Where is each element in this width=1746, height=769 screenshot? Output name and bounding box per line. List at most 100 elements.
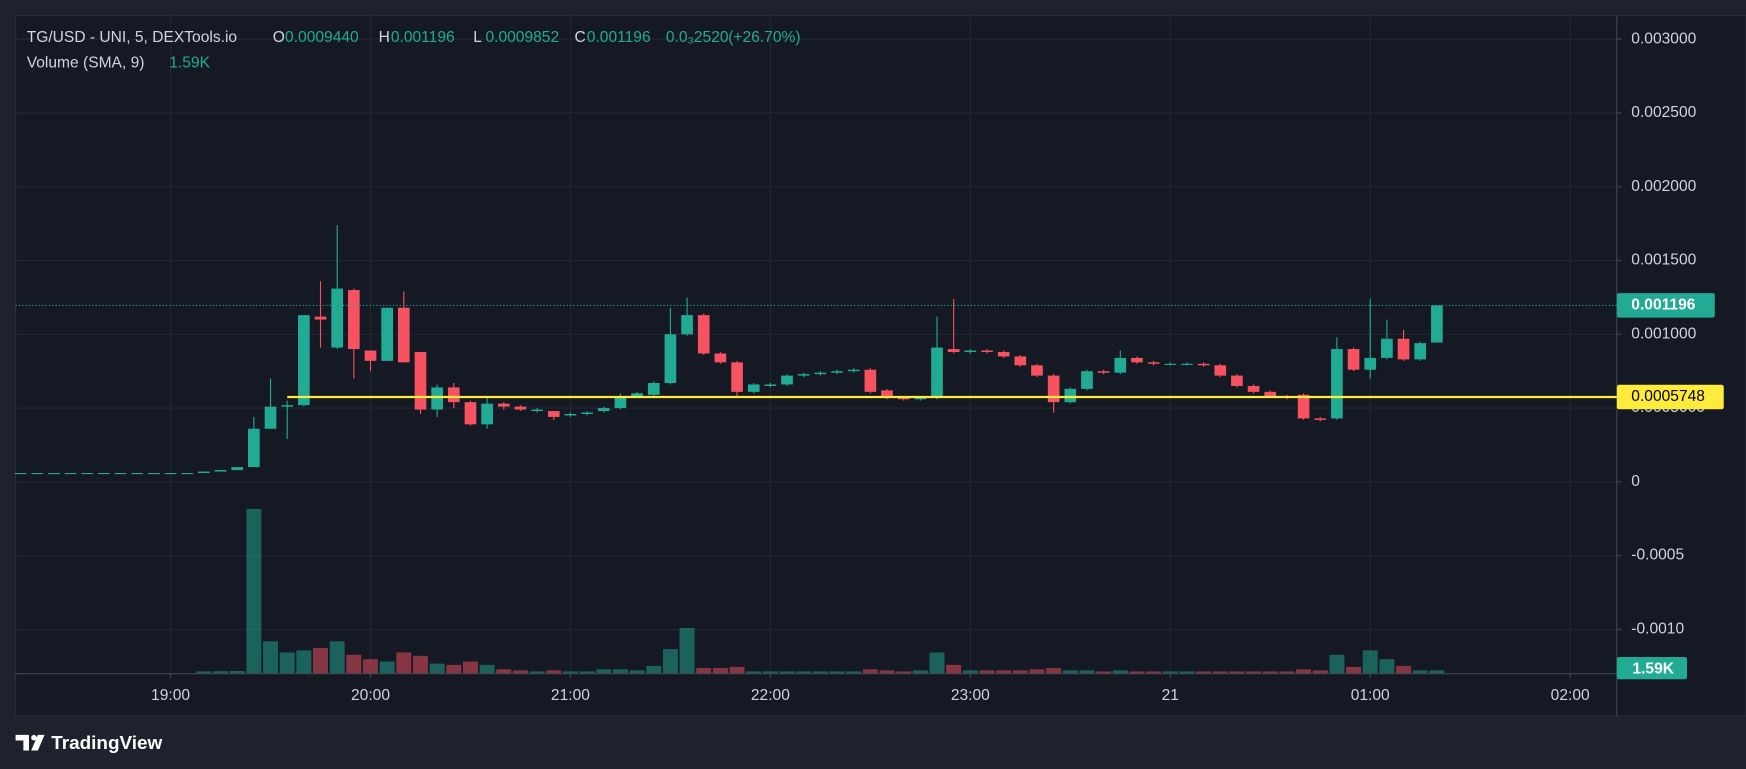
- volume-bar: [946, 664, 962, 674]
- y-tick-label: 0: [1631, 473, 1640, 490]
- candle-body: [231, 467, 244, 471]
- y-tick-label: -0.0005: [1631, 547, 1684, 564]
- volume-bar: [829, 671, 845, 674]
- candle-body: [1114, 357, 1127, 373]
- legend-value: 0.001196: [391, 29, 455, 46]
- candle-body: [564, 413, 577, 416]
- candle-body: [831, 371, 843, 373]
- candle-body: [1364, 357, 1377, 370]
- volume-bar: [1146, 671, 1162, 674]
- volume-bar: [629, 670, 645, 674]
- volume-bar: [229, 670, 245, 674]
- volume-title[interactable]: Volume (SMA, 9): [27, 55, 145, 72]
- volume-bar: [512, 670, 528, 674]
- brand-logo[interactable]: [15, 734, 45, 751]
- volume-bar: [1062, 670, 1078, 674]
- volume-bar: [396, 652, 412, 674]
- candle-body: [1081, 371, 1093, 389]
- candle-body: [747, 384, 760, 392]
- volume-bar: [296, 650, 312, 674]
- logo-dot: [31, 734, 37, 741]
- candle-body: [681, 315, 693, 335]
- x-tick-label: 20:00: [351, 687, 390, 704]
- candle-body: [1164, 363, 1177, 365]
- candle-body: [1131, 357, 1143, 363]
- volume-bar: [1079, 670, 1095, 674]
- legend-value: 0.001196: [587, 29, 651, 46]
- candle-body: [814, 372, 827, 375]
- y-tick-label: 0.001000: [1631, 325, 1696, 342]
- x-tick-label: 21:00: [551, 687, 590, 704]
- candle-body: [348, 290, 360, 350]
- volume-bar: [446, 664, 462, 674]
- volume-value: 1.59K: [169, 55, 210, 72]
- candle-body: [148, 473, 160, 475]
- candle-body: [547, 411, 560, 417]
- candle-body: [1431, 305, 1443, 343]
- volume-bar: [662, 649, 678, 674]
- candle-body: [131, 473, 144, 475]
- candle-body: [1397, 338, 1410, 360]
- candle-body: [764, 384, 777, 386]
- axes: 0.003000 0.002500 0.002000 0.001500 0.001000…: [15, 30, 1724, 704]
- volume-bar: [1279, 671, 1295, 674]
- candle-body: [647, 383, 660, 395]
- volume-bar: [1396, 665, 1412, 674]
- candle-body: [914, 397, 927, 400]
- hline-label: 0.0005748: [1631, 388, 1705, 405]
- candle-body: [1331, 349, 1343, 419]
- candle-body: [981, 350, 993, 353]
- volume-bar: [679, 628, 695, 674]
- volume-bar: [1346, 666, 1362, 674]
- logo-t: [15, 734, 29, 751]
- volume-bar: [1262, 671, 1278, 674]
- volume-bar: [1312, 670, 1328, 674]
- candle-body: [797, 374, 810, 376]
- candle-body: [397, 307, 410, 363]
- volume-bar: [412, 655, 428, 674]
- candle-body: [248, 428, 260, 468]
- volume-bar: [263, 641, 279, 674]
- y-tick-label: 0.001500: [1631, 252, 1696, 269]
- candle-body: [1381, 338, 1393, 358]
- volume-bar: [962, 670, 978, 674]
- candle-body: [1147, 362, 1160, 364]
- brand[interactable]: TradingView: [51, 733, 162, 754]
- change: 0.0₃2520: [666, 29, 729, 46]
- volume-bar: [746, 671, 762, 674]
- volume-bar: [279, 652, 295, 674]
- candle-body: [464, 402, 477, 425]
- volume-bar: [1112, 670, 1128, 674]
- candle-body: [1047, 375, 1060, 403]
- candle-body: [1031, 365, 1043, 376]
- candle-body: [581, 412, 593, 414]
- candle-body: [481, 403, 493, 425]
- candle-body: [414, 352, 427, 410]
- y-tick-label: 0.002500: [1631, 104, 1696, 121]
- last-price-box: [1616, 293, 1715, 318]
- volume-bar: [1379, 659, 1395, 674]
- y-tick-label: 0.002000: [1631, 178, 1696, 195]
- volume-bar: [196, 671, 212, 674]
- candle-body: [864, 369, 877, 392]
- candle-body: [64, 473, 77, 475]
- candle-body: [98, 473, 110, 475]
- volume-bar: [346, 654, 362, 674]
- volume-bar: [912, 670, 928, 674]
- ohlc-legend[interactable]: O 0.0009440 H 0.001196 L 0.0009852 C 0.001196: [273, 29, 651, 46]
- candle-body: [947, 349, 960, 353]
- candle-body: [264, 406, 277, 429]
- volume-bar: [362, 659, 378, 674]
- candle-body: [447, 387, 460, 403]
- candle-body: [597, 408, 610, 412]
- candle-body: [514, 406, 527, 410]
- candle-body: [1014, 356, 1027, 366]
- volume-bar: [646, 665, 662, 674]
- candle-body: [314, 316, 327, 320]
- candle-body: [214, 470, 227, 472]
- candle-body: [931, 347, 943, 398]
- legend-key: L: [473, 29, 482, 46]
- candle-body: [781, 375, 793, 385]
- candle-body: [1314, 418, 1327, 420]
- volume-bar: [812, 671, 828, 674]
